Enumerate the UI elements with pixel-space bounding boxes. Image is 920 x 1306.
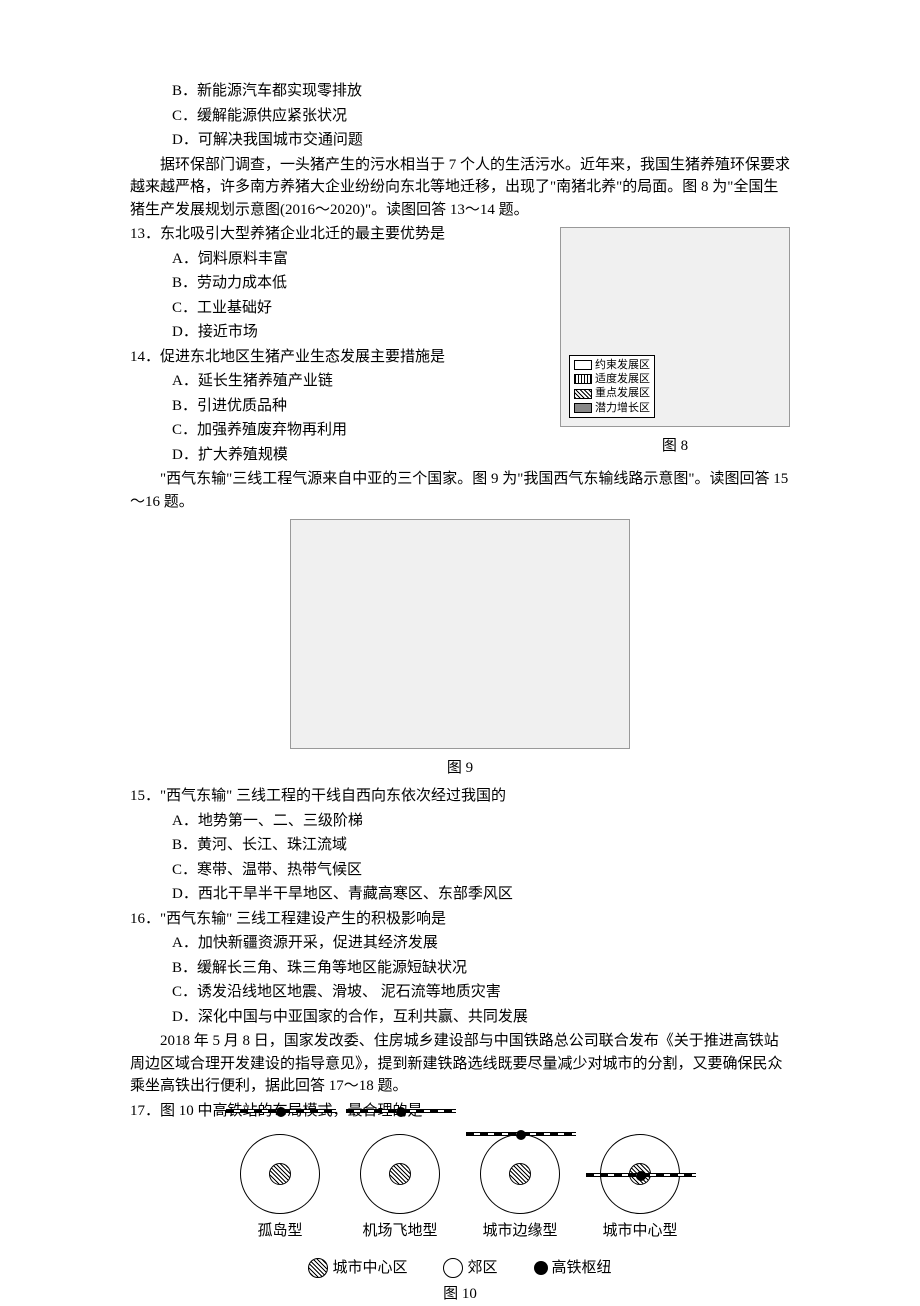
figure-9-caption: 图 9 — [130, 757, 790, 780]
q16-option-d: D．深化中国与中亚国家的合作，互利共赢、共同发展 — [130, 1006, 790, 1029]
legend-suburb-label: 郊区 — [467, 1260, 497, 1276]
figure-9-block: 图 9 — [130, 519, 790, 779]
fig10-item-a: 孤岛型 — [240, 1134, 320, 1243]
fig10-label-a: 孤岛型 — [257, 1220, 302, 1243]
legend-hatch-icon — [308, 1258, 328, 1278]
intro-15-16: "西气东输"三线工程气源来自中亚的三个国家。图 9 为"我国西气东输线路示意图"… — [130, 468, 790, 513]
fig10-item-d: 城市中心型 — [600, 1134, 680, 1243]
legend-hub-label: 高铁枢纽 — [552, 1260, 612, 1276]
q15-option-b: B．黄河、长江、珠江流域 — [130, 834, 790, 857]
legend-circle-icon — [443, 1258, 463, 1278]
q15-option-c: C．寒带、温带、热带气候区 — [130, 859, 790, 882]
option-c: C．缓解能源供应紧张状况 — [130, 105, 790, 128]
q15-option-a: A．地势第一、二、三级阶梯 — [130, 810, 790, 833]
figure-8-legend: 约束发展区 适度发展区 重点发展区 潜力增长区 — [569, 355, 655, 418]
fig10-label-b: 机场飞地型 — [362, 1220, 437, 1243]
figure-8-block: 约束发展区 适度发展区 重点发展区 潜力增长区 图 8 — [560, 227, 790, 457]
q15-option-d: D．西北干旱半干旱地区、青藏高寒区、东部季风区 — [130, 883, 790, 906]
q16-option-b: B．缓解长三角、珠三角等地区能源短缺状况 — [130, 957, 790, 980]
fig10-label-c: 城市边缘型 — [482, 1220, 557, 1243]
fig10-item-c: 城市边缘型 — [480, 1134, 560, 1243]
figure-8-caption: 图 8 — [560, 435, 790, 458]
option-b: B．新能源汽车都实现零排放 — [130, 80, 790, 103]
q16-option-c: C．诱发沿线地区地震、滑坡、 泥石流等地质灾害 — [130, 981, 790, 1004]
legend-center-label: 城市中心区 — [332, 1260, 407, 1276]
figure-10-legend: 城市中心区 郊区 高铁枢纽 — [130, 1257, 790, 1280]
option-d: D．可解决我国城市交通问题 — [130, 129, 790, 152]
intro-17-18: 2018 年 5 月 8 日，国家发改委、住房城乡建设部与中国铁路总公司联合发布… — [130, 1030, 790, 1098]
question-15: 15．"西气东输" 三线工程的干线自西向东依次经过我国的 — [130, 785, 790, 808]
fig10-item-b: 机场飞地型 — [360, 1134, 440, 1243]
figure-10-caption: 图 10 — [130, 1283, 790, 1306]
figure-8-map: 约束发展区 适度发展区 重点发展区 潜力增长区 — [560, 227, 790, 427]
figure-10-diagrams: 孤岛型 机场飞地型 城市边缘型 城市中心型 — [130, 1134, 790, 1243]
question-16: 16．"西气东输" 三线工程建设产生的积极影响是 — [130, 908, 790, 931]
legend-dot-icon — [534, 1261, 548, 1275]
fig10-label-d: 城市中心型 — [602, 1220, 677, 1243]
q16-option-a: A．加快新疆资源开采，促进其经济发展 — [130, 932, 790, 955]
intro-13-14: 据环保部门调查，一头猪产生的污水相当于 7 个人的生活污水。近年来，我国生猪养殖… — [130, 154, 790, 222]
figure-9-map — [290, 519, 630, 749]
